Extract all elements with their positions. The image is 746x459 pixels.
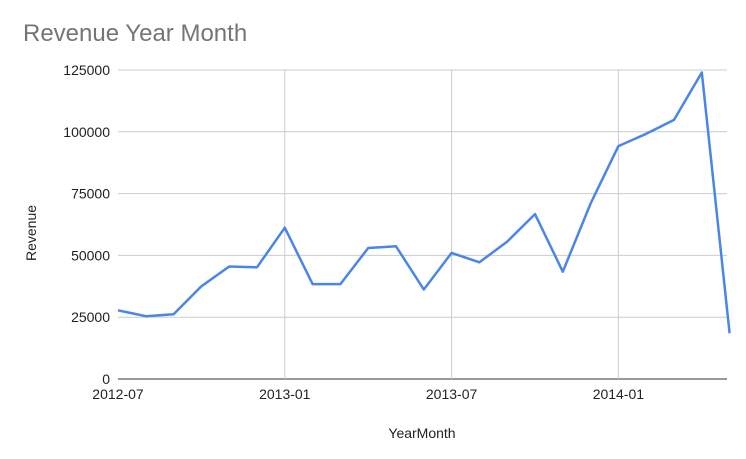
- data-point: [395, 245, 398, 248]
- data-point: [200, 285, 203, 288]
- y-tick-label: 0: [102, 371, 110, 387]
- plot-area: [117, 71, 731, 335]
- data-point: [673, 118, 676, 121]
- data-point: [256, 266, 259, 269]
- data-point: [478, 261, 481, 264]
- data-point: [422, 288, 425, 291]
- data-point: [645, 132, 648, 135]
- data-point: [589, 202, 592, 205]
- y-tick-label: 100000: [63, 124, 110, 140]
- data-point: [339, 283, 342, 286]
- gridlines: [118, 69, 727, 380]
- data-point: [450, 251, 453, 254]
- data-point: [534, 213, 537, 216]
- data-point: [506, 240, 509, 243]
- chart-title: Revenue Year Month: [23, 20, 248, 47]
- revenue-line: [117, 71, 731, 334]
- data-point: [172, 313, 175, 316]
- y-tick-labels: 0 25000 50000 75000 100000 125000: [63, 62, 110, 387]
- data-point: [228, 265, 231, 268]
- data-point: [561, 270, 564, 273]
- data-point: [617, 145, 620, 148]
- x-axis-title: YearMonth: [388, 425, 455, 441]
- data-point: [144, 315, 147, 318]
- y-axis-title: Revenue: [23, 205, 39, 261]
- x-tick-label: 2013-01: [259, 386, 311, 402]
- y-tick-label: 75000: [71, 186, 110, 202]
- data-point: [367, 247, 370, 250]
- data-point: [283, 226, 286, 229]
- data-point: [117, 309, 120, 312]
- data-point: [728, 332, 731, 335]
- x-tick-label: 2012-07: [92, 386, 144, 402]
- x-tick-labels: 2012-07 2013-01 2013-07 2014-01: [92, 386, 644, 402]
- y-tick-label: 25000: [71, 309, 110, 325]
- x-tick-label: 2014-01: [593, 386, 645, 402]
- y-tick-label: 125000: [63, 62, 110, 78]
- y-tick-label: 50000: [71, 247, 110, 263]
- x-tick-label: 2013-07: [426, 386, 478, 402]
- data-point: [700, 71, 703, 74]
- data-point: [311, 283, 314, 286]
